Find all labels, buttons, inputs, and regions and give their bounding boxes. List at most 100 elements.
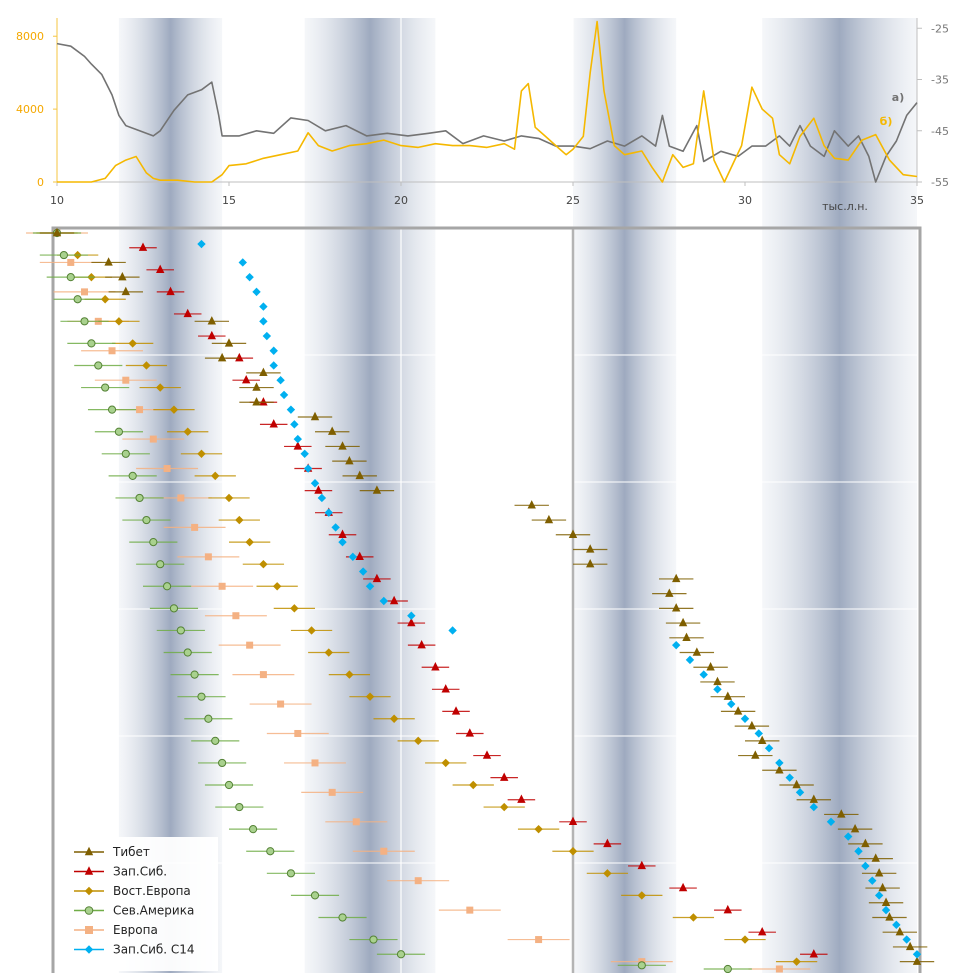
annotation-b: б) (880, 115, 893, 128)
data-point (369, 935, 378, 944)
data-point (232, 612, 240, 620)
data-point (338, 441, 347, 450)
right-tick-label: -45 (931, 125, 949, 138)
data-point (868, 876, 877, 885)
data-point (183, 308, 192, 318)
data-point (785, 773, 794, 782)
data-point (66, 273, 75, 282)
data-point (389, 595, 399, 605)
data-point (672, 573, 681, 583)
data-point (114, 427, 124, 436)
right-tick-label: -25 (931, 22, 949, 35)
x-tick-label: 25 (566, 194, 580, 207)
data-point (345, 670, 354, 679)
data-point (678, 882, 688, 892)
data-point (169, 405, 179, 414)
data-point (809, 802, 818, 812)
data-point (310, 411, 320, 421)
data-point (603, 838, 612, 848)
data-point (190, 670, 199, 679)
plot-frame (51, 226, 922, 973)
data-point (874, 868, 884, 877)
data-point (758, 927, 767, 936)
data-point (345, 455, 354, 465)
legend-entry: Сев.Америка (74, 904, 194, 918)
data-point (586, 559, 595, 568)
data-point (878, 882, 887, 892)
data-point (527, 500, 536, 509)
data-point (740, 714, 750, 723)
data-point (149, 435, 157, 443)
x-tick-label: 35 (910, 194, 924, 207)
data-point (235, 515, 244, 525)
data-point (286, 405, 296, 414)
data-point (637, 860, 646, 870)
x-tick-label: 20 (394, 194, 408, 207)
data-point (293, 441, 302, 450)
data-point (252, 397, 261, 406)
data-point (672, 640, 681, 650)
data-point (844, 832, 853, 841)
data-point (290, 420, 299, 429)
legend-entry: Зап.Сиб. С14 (74, 943, 195, 957)
data-point (389, 714, 399, 723)
data-point (568, 847, 578, 856)
left-tick-label: 8000 (16, 30, 44, 43)
data-point (176, 626, 185, 635)
data-point (108, 347, 116, 355)
data-point (218, 582, 226, 590)
data-point (269, 346, 278, 355)
data-point (191, 523, 199, 531)
data-point (723, 691, 732, 700)
x-tick-label: 15 (222, 194, 236, 207)
data-point (245, 272, 254, 282)
data-point (905, 941, 915, 951)
data-point (912, 956, 922, 965)
data-point (603, 869, 612, 878)
data-point (328, 426, 337, 435)
legend-marker (84, 846, 94, 856)
data-point (245, 537, 254, 547)
data-point (142, 361, 151, 370)
series-2 (129, 242, 828, 958)
data-point (100, 295, 110, 304)
data-point (104, 257, 113, 266)
data-point (122, 376, 130, 384)
data-point (177, 494, 185, 502)
data-point (204, 553, 212, 561)
data-point (156, 560, 165, 569)
data-point (837, 809, 846, 818)
data-point (672, 603, 681, 612)
data-point (259, 317, 268, 326)
data-point (142, 515, 151, 525)
data-point (183, 648, 192, 657)
data-point (665, 588, 674, 597)
data-point (114, 317, 124, 326)
data-point (300, 449, 309, 458)
data-point (751, 750, 760, 759)
legend-label: Зап.Сиб. (113, 865, 167, 879)
data-point (128, 339, 137, 348)
data-point (80, 317, 89, 326)
left-tick-label: 4000 (16, 103, 44, 116)
data-point (294, 729, 302, 737)
x-tick-label: 10 (50, 194, 64, 207)
annotation-a: а) (892, 91, 904, 104)
data-point (52, 227, 62, 237)
data-point (311, 759, 319, 767)
data-point (689, 913, 698, 922)
data-point (727, 699, 736, 709)
data-point (314, 485, 323, 494)
data-point (207, 330, 216, 340)
data-point (290, 604, 299, 613)
legend-marker (84, 866, 94, 875)
data-point (792, 957, 801, 966)
data-point (224, 338, 234, 347)
data-point (197, 239, 206, 249)
data-point (874, 891, 884, 900)
legend-entry: Вост.Европа (74, 884, 191, 898)
data-point (331, 523, 340, 532)
data-point (163, 465, 171, 473)
data-point (380, 847, 388, 855)
data-point (207, 316, 216, 325)
